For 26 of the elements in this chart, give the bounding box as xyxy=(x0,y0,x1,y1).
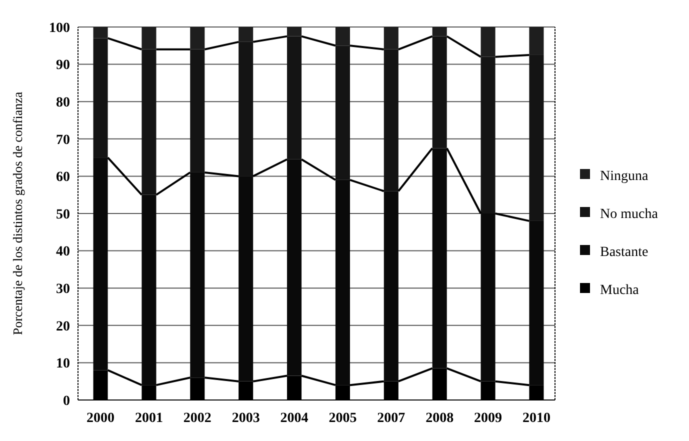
legend-label: Ninguna xyxy=(600,168,649,184)
y-tick-label: 90 xyxy=(56,58,70,74)
y-tick-label: 40 xyxy=(56,244,70,260)
x-tick-label: 2004 xyxy=(280,411,308,426)
y-tick-label: 10 xyxy=(56,356,70,372)
legend-label: Bastante xyxy=(600,244,648,260)
y-tick-label: 20 xyxy=(56,319,70,334)
y-tick-label: 0 xyxy=(63,394,70,409)
legend-label: No mucha xyxy=(600,206,659,222)
x-tick-label: 2008 xyxy=(426,411,454,426)
x-tick-label: 2009 xyxy=(474,411,502,426)
x-tick-label: 2010 xyxy=(522,411,550,426)
y-axis-title: Porcentaje de los distintos grados de confianza xyxy=(10,92,25,336)
y-tick-label: 30 xyxy=(56,282,70,297)
x-tick-label: 2007 xyxy=(377,411,406,426)
x-tick-label: 2002 xyxy=(183,411,212,426)
y-tick-label: 100 xyxy=(49,20,70,36)
x-tick-label: 2003 xyxy=(232,411,260,426)
y-tick-label: 80 xyxy=(56,96,70,110)
y-tick-label: 50 xyxy=(56,207,70,222)
y-tick-label: 60 xyxy=(56,170,70,186)
legend-label: Mucha xyxy=(600,282,640,298)
y-tick-label: 70 xyxy=(56,132,70,148)
x-tick-label: 2001 xyxy=(134,411,163,426)
x-tick-label: 2000 xyxy=(86,411,115,426)
x-tick-label: 2005 xyxy=(328,411,357,426)
